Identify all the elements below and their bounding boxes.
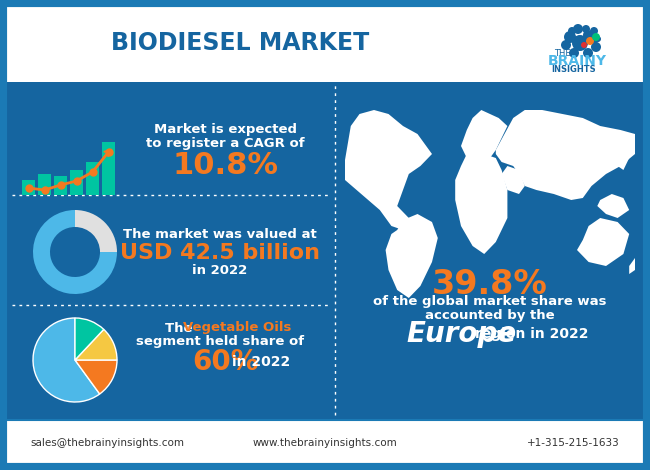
Text: THE: THE	[554, 48, 571, 57]
Text: www.thebrainyinsights.com: www.thebrainyinsights.com	[253, 438, 397, 448]
Wedge shape	[33, 318, 99, 402]
Text: segment held share of: segment held share of	[136, 336, 304, 348]
Bar	[86, 162, 99, 195]
Text: in 2022: in 2022	[232, 355, 291, 369]
Circle shape	[564, 31, 576, 43]
Polygon shape	[345, 110, 432, 230]
Text: USD 42.5 billion: USD 42.5 billion	[120, 243, 320, 263]
Bar	[5, 5, 645, 82]
Text: region in 2022: region in 2022	[475, 327, 589, 341]
Bar	[102, 142, 115, 195]
Text: BRAINY: BRAINY	[548, 54, 607, 68]
Text: Europe: Europe	[407, 320, 517, 348]
Polygon shape	[496, 110, 635, 200]
Circle shape	[569, 48, 579, 58]
Wedge shape	[33, 210, 117, 294]
Text: in 2022: in 2022	[192, 264, 248, 276]
Bar	[22, 180, 35, 195]
Circle shape	[583, 30, 593, 40]
Text: to register a CAGR of: to register a CAGR of	[146, 136, 304, 149]
Circle shape	[595, 36, 601, 42]
Bar	[70, 170, 83, 195]
Bar	[5, 420, 645, 465]
Circle shape	[572, 35, 588, 51]
Text: of the global market share was: of the global market share was	[373, 296, 606, 308]
Polygon shape	[385, 214, 438, 298]
Text: Vegetable Oils: Vegetable Oils	[183, 321, 291, 335]
Wedge shape	[75, 329, 117, 360]
Bar	[5, 82, 645, 420]
Text: accounted by the: accounted by the	[425, 308, 555, 321]
Polygon shape	[618, 154, 629, 170]
Polygon shape	[577, 218, 629, 266]
Bar	[54, 176, 67, 195]
Circle shape	[589, 34, 599, 44]
Polygon shape	[502, 166, 525, 194]
Circle shape	[592, 33, 600, 41]
Text: BIODIESEL MARKET: BIODIESEL MARKET	[111, 31, 369, 55]
Text: The: The	[165, 321, 197, 335]
Circle shape	[583, 48, 593, 58]
Text: 60%: 60%	[192, 348, 259, 376]
Text: Market is expected: Market is expected	[153, 124, 296, 136]
Polygon shape	[455, 150, 508, 254]
Bar	[38, 174, 51, 195]
Circle shape	[590, 27, 598, 35]
Circle shape	[561, 40, 571, 50]
Wedge shape	[75, 318, 104, 360]
Wedge shape	[75, 360, 117, 394]
Wedge shape	[75, 210, 117, 252]
Text: sales@thebrainyinsights.com: sales@thebrainyinsights.com	[30, 438, 184, 448]
Circle shape	[568, 27, 576, 35]
Text: 10.8%: 10.8%	[172, 150, 278, 180]
Polygon shape	[461, 110, 508, 162]
Circle shape	[591, 42, 601, 52]
Circle shape	[581, 42, 587, 48]
Circle shape	[573, 24, 583, 34]
Text: 39.8%: 39.8%	[432, 268, 548, 301]
Polygon shape	[597, 194, 629, 218]
Circle shape	[582, 25, 590, 33]
Circle shape	[586, 37, 594, 45]
Text: INSIGHTS: INSIGHTS	[551, 64, 595, 73]
Text: +1-315-215-1633: +1-315-215-1633	[527, 438, 620, 448]
Text: The market was valued at: The market was valued at	[123, 227, 317, 241]
Polygon shape	[629, 258, 635, 274]
